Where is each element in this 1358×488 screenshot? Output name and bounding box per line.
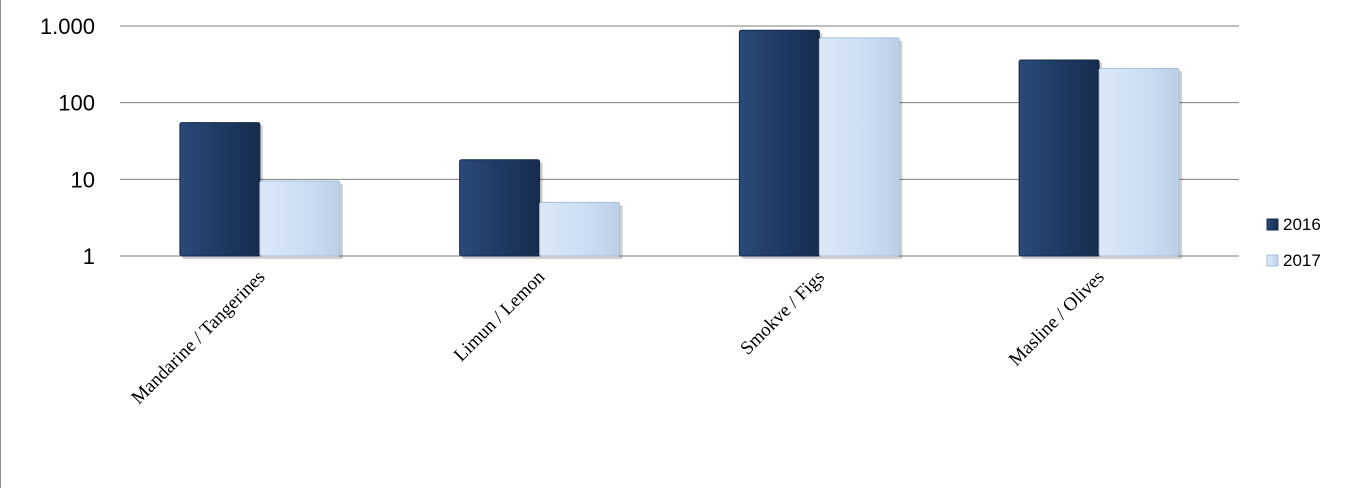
bar-2017-3 [1098, 67, 1180, 257]
legend-swatch-2016 [1266, 218, 1279, 231]
legend-swatch-2017 [1266, 254, 1279, 267]
x-axis-labels: Mandarine / Tangerines Limun / Lemon Smokv… [127, 266, 1108, 408]
bars [179, 29, 1183, 259]
x-tick-label: Mandarine / Tangerines [127, 267, 269, 409]
legend: 2016 2017 [1266, 215, 1321, 270]
y-tick-label: 10 [71, 167, 95, 192]
y-tick-label: 1.000 [40, 14, 95, 39]
y-axis-ticks: 1 10 100 1.000 [40, 14, 95, 269]
bar-2017-2 [818, 37, 900, 257]
x-tick-label: Limun / Lemon [450, 266, 550, 366]
bar-2017-0 [259, 180, 341, 257]
y-tick-label: 100 [58, 91, 95, 116]
x-tick-label: Smokve / Figs [736, 267, 828, 359]
y-tick-label: 1 [83, 244, 95, 269]
x-tick-label: Masline / Olives [1005, 267, 1109, 371]
bar-2017-1 [539, 201, 621, 257]
bar-2016-2 [738, 29, 820, 257]
legend-label: 2016 [1283, 215, 1321, 234]
bar-2016-3 [1018, 59, 1100, 257]
legend-label: 2017 [1283, 251, 1321, 270]
bar-2016-0 [179, 122, 261, 257]
bar-2016-1 [459, 159, 541, 257]
